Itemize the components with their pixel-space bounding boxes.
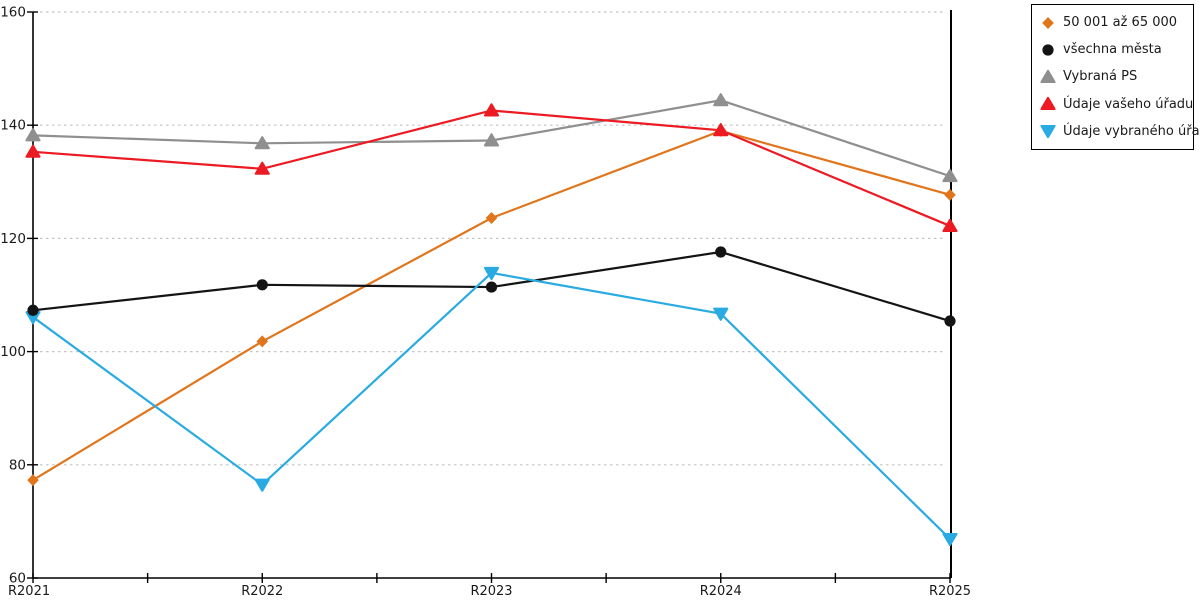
legend-label: Údaje vašeho úřadu — [1063, 96, 1194, 112]
data-point-triangle-up — [942, 218, 958, 232]
x-axis-label: R2022 — [241, 584, 283, 599]
triangle-up-icon — [1040, 69, 1056, 83]
data-point-circle — [485, 281, 498, 293]
x-axis-label: R2023 — [470, 584, 512, 599]
data-point-circle — [256, 279, 268, 291]
legend-label: Vybraná PS — [1063, 69, 1138, 85]
data-point-circle — [944, 315, 956, 327]
series-markers — [25, 266, 958, 547]
data-point-triangle-up — [483, 133, 500, 147]
data-point-triangle-up — [483, 103, 500, 117]
data-point-triangle-down — [254, 478, 270, 492]
legend-item: Vybraná PS — [1040, 67, 1187, 87]
series-line — [32, 109, 951, 227]
data-point-triangle-up — [713, 93, 729, 107]
legend-label: 50 001 až 65 000 — [1063, 15, 1178, 31]
data-point-diamond — [944, 188, 956, 201]
y-axis-label: 60 — [9, 571, 26, 587]
legend-item: Údaje vybraného úřadu — [1040, 121, 1200, 141]
circle-icon — [1042, 44, 1054, 56]
y-axis-label: 160 — [0, 5, 26, 21]
x-axis-label: R2024 — [700, 584, 742, 599]
data-point-triangle-up — [1040, 69, 1056, 83]
diamond-icon — [1042, 16, 1054, 29]
triangle-down-icon — [1040, 125, 1056, 139]
data-point-diamond — [1042, 16, 1054, 29]
data-point-triangle-up — [254, 136, 270, 150]
x-axis-label: R2021 — [8, 584, 50, 599]
data-point-triangle-up — [254, 161, 270, 175]
data-point-triangle-down — [713, 307, 729, 321]
y-axis-label: 140 — [0, 118, 26, 134]
series-markers — [25, 93, 958, 183]
x-axis-label: R2025 — [929, 584, 971, 599]
legend-item: všechna města — [1040, 40, 1187, 60]
triangle-up-icon — [1040, 96, 1056, 111]
legend-item: Údaje vašeho úřadu — [1040, 94, 1193, 114]
data-point-triangle-up — [25, 144, 41, 158]
data-point-triangle-down — [942, 532, 958, 547]
y-axis-label: 100 — [0, 344, 26, 360]
data-point-circle — [715, 246, 727, 258]
legend-label: Údaje vybraného úřadu — [1063, 123, 1200, 139]
data-point-diamond — [27, 474, 39, 487]
y-axis-label: 80 — [9, 457, 26, 473]
legend: 50 001 až 65 000 všechna města Vybraná PS Ú… — [1031, 4, 1200, 150]
y-axis-label: 120 — [0, 231, 26, 247]
data-point-triangle-up — [713, 123, 729, 137]
series-line — [32, 271, 951, 540]
data-point-diamond — [256, 335, 269, 348]
data-point-triangle-up — [1040, 96, 1056, 111]
data-point-circle — [1042, 44, 1054, 56]
series-markers — [25, 103, 958, 232]
data-point-diamond — [485, 212, 498, 225]
legend-item: 50 001 až 65 000 — [1040, 13, 1187, 33]
data-point-triangle-up — [25, 128, 41, 142]
data-point-triangle-up — [942, 168, 958, 183]
series-markers — [27, 124, 956, 487]
data-point-triangle-down — [483, 266, 500, 281]
data-point-circle — [27, 304, 39, 316]
series-line — [32, 129, 951, 482]
legend-label: všechna města — [1063, 42, 1162, 58]
data-point-triangle-down — [1040, 125, 1056, 139]
series-markers — [27, 246, 956, 327]
